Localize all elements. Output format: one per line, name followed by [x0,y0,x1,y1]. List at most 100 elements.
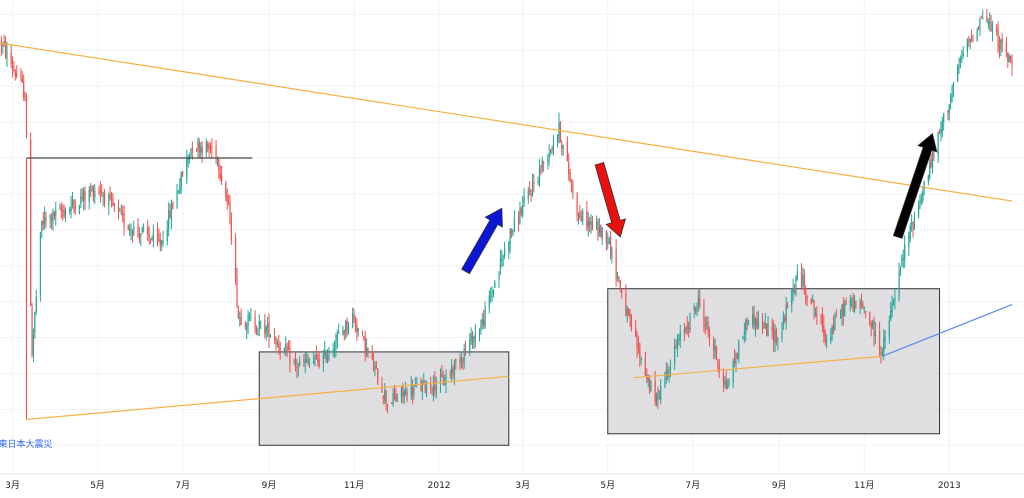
candle-body [393,393,396,397]
candle-body [823,324,825,335]
candle-body [34,311,36,334]
candle-body [556,134,559,143]
x-axis: 3月 5月 7月 9月 11月 2012 3月 5月 7月 9月 11月 2013 [0,473,1024,491]
candle-body [812,299,814,303]
candle-body [413,386,415,393]
candle-body [647,378,649,382]
candle-body [480,324,482,331]
candle-body [803,274,805,287]
candle-body [88,189,90,202]
candle-body [218,159,220,171]
candle-body [693,306,695,311]
candle-body [147,224,149,234]
candle-body [791,290,793,306]
candle-body [44,216,46,225]
candle-body [577,213,580,216]
candle-body [269,335,272,337]
candle-body [550,149,552,153]
candle-body [435,386,437,391]
candle-body [543,162,545,164]
candle-body [898,270,900,297]
candle-body [215,145,217,157]
candle-body [781,325,783,338]
candle-body [225,182,227,198]
candle-body [108,195,110,206]
candle-body [219,172,221,178]
candle-body [831,326,833,334]
candle-body [293,361,295,363]
candle-body [888,320,890,338]
candle-body [531,182,534,197]
candle-body [53,211,55,217]
candle-body [966,40,968,52]
candle-body [504,248,506,257]
candle-body [13,69,15,71]
candle-body [558,122,560,136]
candle-body [239,317,241,319]
candle-body [849,300,851,306]
candle-body [91,187,93,191]
candle-body [307,360,309,362]
candle-body [541,160,543,169]
candle-body [636,333,638,349]
x-tick-label: 2012 [428,481,451,491]
candle-body [268,321,270,338]
candle-body [1010,56,1012,59]
candle-body [683,330,686,334]
candle-body [725,379,727,390]
candle-body [45,218,47,220]
candle-body [977,27,980,30]
candles [0,9,1013,414]
descending-trendline [0,42,1013,202]
candle-body [170,203,173,221]
candle-body [968,39,970,41]
black-arrow-up [892,132,938,239]
candle-body [285,345,287,348]
candle-body [226,195,228,203]
candle-body [83,190,85,201]
candle-body [806,296,808,301]
candle-body [31,307,33,356]
candle-body [92,186,94,198]
candle-body [64,210,67,216]
candle-body [127,225,129,230]
candle-body [1005,41,1008,52]
candle-body [191,146,193,151]
candle-body [859,300,861,308]
candle-body [169,211,171,218]
candle-body [254,316,256,329]
candle-body [775,330,778,343]
candle-body [70,205,72,212]
candle-body [294,359,297,365]
candle-body [52,210,54,223]
candle-body [619,281,621,291]
candle-body [927,175,929,182]
candle-body [138,232,140,238]
range-box-2 [607,288,941,435]
candle-body [248,316,251,318]
candle-body [385,390,387,403]
candle-body [236,277,238,307]
candle-body [862,303,864,308]
candle-body [892,300,895,304]
candle-body [73,200,75,205]
candle-body [445,376,447,384]
candle-body [120,212,122,214]
candle-body [950,96,952,104]
candle-body [842,304,844,317]
candle-body [569,172,571,182]
candle-body [265,327,267,332]
candle-body [609,237,612,256]
candle-body [747,322,750,325]
candle-body [156,229,159,238]
candle-body [442,376,444,385]
candle-body [873,320,875,337]
candle-body [172,202,174,209]
candle-body [707,322,709,334]
annotations: 東日本大震災 [0,438,53,450]
candle-body [835,315,837,317]
candle-body [39,233,42,297]
candle-body [703,306,705,326]
candle-body [384,391,386,400]
candle-body [423,379,425,381]
